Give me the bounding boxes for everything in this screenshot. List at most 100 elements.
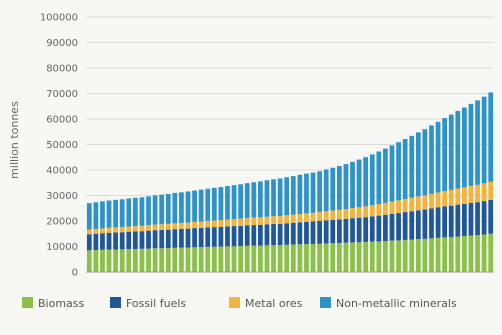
- legend-swatch-metal-ores: [229, 297, 240, 308]
- bar-segment-fossil-fuels: [192, 228, 197, 248]
- bar-segment-biomass: [310, 243, 316, 272]
- bar-segment-biomass: [383, 241, 388, 272]
- bar-segment-fossil-fuels: [139, 231, 145, 249]
- bar-segment-biomass: [93, 250, 99, 272]
- bar-segment-metal-ores: [323, 211, 329, 221]
- bar-segment-metal-ores: [86, 229, 92, 235]
- bar-segment-non-metallic-minerals: [113, 199, 118, 228]
- bar-segment-metal-ores: [100, 228, 105, 234]
- bar-segment-fossil-fuels: [350, 218, 355, 243]
- bar-segment-non-metallic-minerals: [297, 174, 303, 214]
- bar-segment-biomass: [369, 241, 375, 272]
- bar-segment-fossil-fuels: [442, 206, 448, 238]
- bar-segment-fossil-fuels: [218, 226, 224, 247]
- bar-segment-metal-ores: [475, 184, 480, 203]
- bar-segment-biomass: [468, 235, 474, 272]
- bar-segment-metal-ores: [172, 223, 178, 230]
- bar-segment-non-metallic-minerals: [363, 157, 369, 207]
- bar-segment-fossil-fuels: [475, 202, 480, 236]
- bar-segment-non-metallic-minerals: [264, 180, 270, 217]
- bar-segment-biomass: [350, 242, 355, 272]
- bar-segment-non-metallic-minerals: [330, 167, 336, 211]
- bar-segment-fossil-fuels: [126, 231, 132, 250]
- bar-segment-metal-ores: [415, 196, 421, 211]
- bar-segment-metal-ores: [383, 202, 388, 215]
- bar-segment-metal-ores: [481, 183, 487, 202]
- bar-segment-non-metallic-minerals: [389, 145, 395, 202]
- bar-segment-metal-ores: [192, 221, 197, 229]
- bar-segment-fossil-fuels: [271, 224, 276, 245]
- bar-segment-fossil-fuels: [238, 225, 244, 246]
- bar-segment-non-metallic-minerals: [462, 107, 467, 188]
- bar-segment-non-metallic-minerals: [179, 192, 184, 223]
- bar-segment-fossil-fuels: [415, 210, 421, 240]
- bar-segment-biomass: [429, 238, 434, 272]
- bar-segment-biomass: [126, 249, 132, 272]
- bar-segment-non-metallic-minerals: [139, 197, 145, 226]
- bar-segment-biomass: [330, 243, 336, 272]
- bar-segment-non-metallic-minerals: [185, 191, 191, 223]
- bar-segment-metal-ores: [165, 223, 171, 230]
- bars: [86, 92, 494, 272]
- bar-segment-biomass: [304, 243, 309, 272]
- bar-segment-non-metallic-minerals: [310, 172, 316, 213]
- bar-segment-biomass: [211, 246, 217, 272]
- bar-segment-biomass: [481, 234, 487, 272]
- bar-segment-metal-ores: [284, 215, 290, 224]
- bar-segment-fossil-fuels: [310, 221, 316, 244]
- bar-segment-fossil-fuels: [402, 212, 408, 240]
- bar-segment-biomass: [218, 246, 224, 272]
- bar-segment-metal-ores: [369, 205, 375, 217]
- bar-segment-metal-ores: [462, 187, 467, 204]
- bar-segment-non-metallic-minerals: [126, 198, 132, 227]
- bar-segment-biomass: [152, 248, 158, 272]
- bar-segment-fossil-fuels: [448, 205, 454, 238]
- bar-segment-biomass: [172, 247, 178, 272]
- bar-segment-fossil-fuels: [290, 222, 296, 245]
- bar-segment-biomass: [475, 235, 480, 272]
- bar-segment-fossil-fuels: [488, 199, 494, 234]
- bar-segment-metal-ores: [198, 221, 204, 228]
- bar-segment-non-metallic-minerals: [435, 121, 441, 193]
- bar-segment-non-metallic-minerals: [172, 192, 178, 224]
- bar-segment-metal-ores: [304, 213, 309, 222]
- y-tick-label: 80000: [46, 64, 78, 75]
- y-tick-label: 50000: [46, 140, 78, 151]
- bar-segment-non-metallic-minerals: [402, 139, 408, 199]
- bar-segment-non-metallic-minerals: [488, 92, 494, 182]
- bar-segment-metal-ores: [290, 214, 296, 223]
- bar-segment-metal-ores: [159, 224, 165, 230]
- bar-segment-non-metallic-minerals: [343, 164, 349, 210]
- bar-segment-metal-ores: [238, 218, 244, 226]
- y-tick-label: 90000: [46, 38, 78, 49]
- bar-segment-metal-ores: [343, 209, 349, 219]
- bar-segment-fossil-fuels: [323, 220, 329, 244]
- bar-segment-metal-ores: [429, 193, 434, 209]
- bar-segment-fossil-fuels: [409, 211, 415, 240]
- bar-segment-fossil-fuels: [429, 208, 434, 239]
- bar-segment-metal-ores: [363, 206, 369, 218]
- legend-swatch-non-metallic-minerals: [320, 297, 331, 308]
- bar-segment-biomass: [198, 247, 204, 272]
- bar-segment-non-metallic-minerals: [409, 135, 415, 198]
- bar-segment-fossil-fuels: [165, 229, 171, 249]
- bar-segment-fossil-fuels: [211, 227, 217, 247]
- bar-segment-non-metallic-minerals: [218, 186, 224, 221]
- bar-segment-biomass: [231, 246, 237, 272]
- bar-segment-fossil-fuels: [244, 225, 250, 246]
- bar-segment-biomass: [113, 249, 118, 272]
- bar-segment-non-metallic-minerals: [284, 177, 290, 216]
- bar-segment-metal-ores: [113, 227, 118, 233]
- bar-segment-metal-ores: [277, 215, 283, 224]
- legend: Biomass Fossil fuels Metal ores Non-metalli…: [22, 297, 457, 310]
- bar-segment-biomass: [132, 249, 138, 272]
- bar-segment-metal-ores: [205, 220, 211, 228]
- bar-segment-non-metallic-minerals: [376, 151, 382, 205]
- bar-segment-fossil-fuels: [468, 202, 474, 236]
- bar-segment-fossil-fuels: [106, 232, 112, 250]
- bar-segment-biomass: [179, 247, 184, 272]
- bar-segment-biomass: [100, 249, 105, 272]
- bar-segment-metal-ores: [251, 217, 257, 226]
- bar-segment-non-metallic-minerals: [258, 181, 263, 218]
- bar-segment-biomass: [363, 241, 369, 272]
